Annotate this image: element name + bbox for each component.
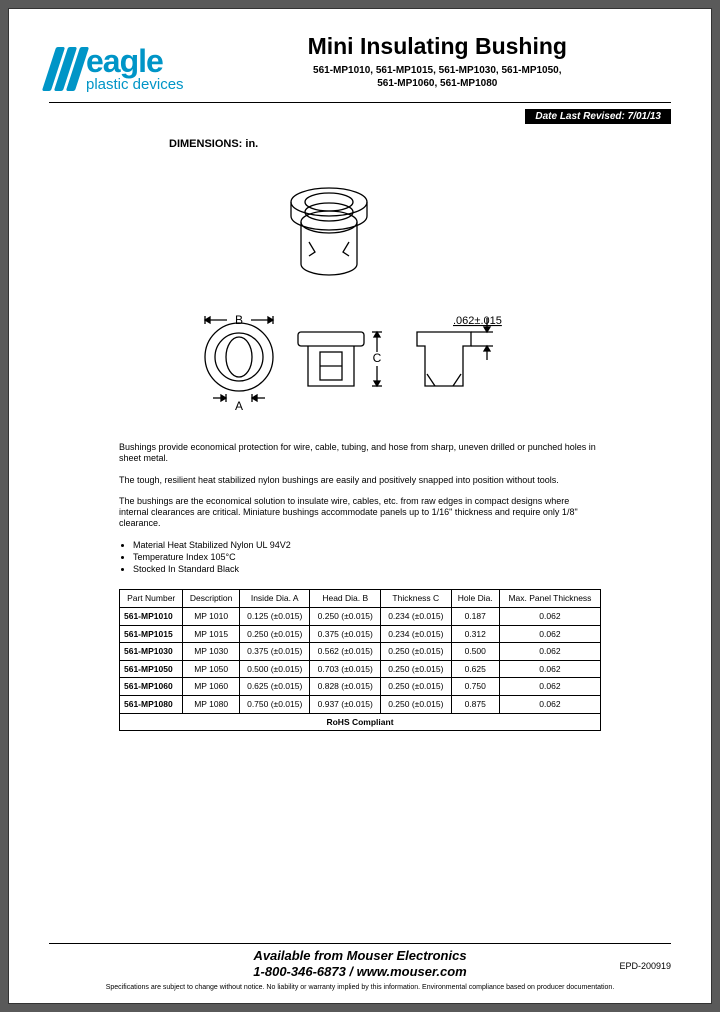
table-row: 561-MP1060MP 10600.625 (±0.015)0.828 (±0…	[120, 678, 601, 696]
table-cell: 0.375 (±0.015)	[239, 643, 310, 661]
source-line1: Available from Mouser Electronics	[49, 948, 671, 964]
table-cell: MP 1015	[183, 625, 240, 643]
table-cell: 0.250 (±0.015)	[381, 643, 452, 661]
dim-tolerance-label: .062±.015	[453, 315, 502, 327]
table-cell: 0.250 (±0.015)	[381, 660, 452, 678]
paragraph-1: Bushings provide economical protection f…	[119, 442, 601, 465]
table-cell: MP 1010	[183, 607, 240, 625]
table-cell: 0.500 (±0.015)	[239, 660, 310, 678]
table-cell: 561-MP1060	[120, 678, 183, 696]
table-cell: 561-MP1030	[120, 643, 183, 661]
table-body: 561-MP1010MP 10100.125 (±0.015)0.250 (±0…	[120, 607, 601, 713]
col-part-number: Part Number	[120, 590, 183, 608]
table-cell: MP 1050	[183, 660, 240, 678]
spec-table: Part Number Description Inside Dia. A He…	[119, 589, 601, 731]
table-cell: 0.062	[499, 696, 600, 714]
bushing-diagram-icon: B A C	[179, 172, 519, 422]
table-cell: 0.062	[499, 643, 600, 661]
table-cell: 0.187	[451, 607, 499, 625]
diagram-area: B A C	[179, 172, 671, 422]
dimensions-label: DIMENSIONS: in.	[169, 138, 671, 150]
date-bar: Date Last Revised: 7/01/13	[49, 109, 671, 124]
disclaimer: Specifications are subject to change wit…	[49, 984, 671, 991]
table-cell: 0.562 (±0.015)	[310, 643, 381, 661]
col-head-dia: Head Dia. B	[310, 590, 381, 608]
table-cell: 561-MP1050	[120, 660, 183, 678]
table-cell: 561-MP1010	[120, 607, 183, 625]
table-row: 561-MP1050MP 10500.500 (±0.015)0.703 (±0…	[120, 660, 601, 678]
table-cell: 0.703 (±0.015)	[310, 660, 381, 678]
col-thickness: Thickness C	[381, 590, 452, 608]
table-cell: 0.312	[451, 625, 499, 643]
bullet-material: Material Heat Stabilized Nylon UL 94V2	[133, 540, 601, 551]
bullet-stock: Stocked In Standard Black	[133, 564, 601, 575]
table-cell: 561-MP1015	[120, 625, 183, 643]
part-numbers-line1: 561-MP1010, 561-MP1015, 561-MP1030, 561-…	[204, 64, 671, 77]
table-cell: 561-MP1080	[120, 696, 183, 714]
dim-c-label: C	[373, 351, 382, 365]
table-row: 561-MP1030MP 10300.375 (±0.015)0.562 (±0…	[120, 643, 601, 661]
table-cell: 0.625	[451, 660, 499, 678]
table-cell: 0.250 (±0.015)	[310, 607, 381, 625]
table-row: 561-MP1015MP 10150.250 (±0.015)0.375 (±0…	[120, 625, 601, 643]
table-row: 561-MP1080MP 10800.750 (±0.015)0.937 (±0…	[120, 696, 601, 714]
table-row: 561-MP1010MP 10100.125 (±0.015)0.250 (±0…	[120, 607, 601, 625]
logo-text: eagle plastic devices	[86, 45, 184, 92]
dim-a-label: A	[235, 399, 243, 413]
page-title: Mini Insulating Bushing	[204, 33, 671, 60]
table-cell: MP 1080	[183, 696, 240, 714]
table-cell: 0.875	[451, 696, 499, 714]
part-numbers-line2: 561-MP1060, 561-MP1080	[204, 77, 671, 90]
bullet-temperature: Temperature Index 105°C	[133, 552, 601, 563]
date-revised: Date Last Revised: 7/01/13	[525, 109, 671, 124]
body-text: Bushings provide economical protection f…	[119, 442, 601, 731]
col-inside-dia: Inside Dia. A	[239, 590, 310, 608]
table-cell: 0.250 (±0.015)	[381, 696, 452, 714]
table-cell: 0.234 (±0.015)	[381, 625, 452, 643]
table-cell: 0.062	[499, 625, 600, 643]
epd-code: EPD-200919	[619, 961, 671, 971]
header-rule	[49, 102, 671, 103]
source-line2: 1-800-346-6873 / www.mouser.com	[49, 964, 671, 980]
table-cell: 0.750	[451, 678, 499, 696]
footer: EPD-200919 Available from Mouser Electro…	[49, 943, 671, 992]
eagle-logo: eagle plastic devices	[49, 45, 184, 92]
table-cell: 0.750 (±0.015)	[239, 696, 310, 714]
table-header-row: Part Number Description Inside Dia. A He…	[120, 590, 601, 608]
header: eagle plastic devices Mini Insulating Bu…	[49, 33, 671, 92]
table-cell: 0.500	[451, 643, 499, 661]
table-cell: 0.062	[499, 678, 600, 696]
footer-rule	[49, 943, 671, 944]
table-cell: MP 1060	[183, 678, 240, 696]
dim-b-label: B	[235, 313, 243, 327]
table-cell: 0.625 (±0.015)	[239, 678, 310, 696]
title-block: Mini Insulating Bushing 561-MP1010, 561-…	[204, 33, 671, 90]
logo-sub: plastic devices	[86, 77, 184, 92]
paragraph-3: The bushings are the economical solution…	[119, 496, 601, 530]
table-cell: 0.062	[499, 607, 600, 625]
table-cell: 0.062	[499, 660, 600, 678]
table-cell: 0.234 (±0.015)	[381, 607, 452, 625]
col-description: Description	[183, 590, 240, 608]
logo-name: eagle	[86, 45, 184, 77]
rohs-row: RoHS Compliant	[120, 713, 601, 731]
spec-bullets: Material Heat Stabilized Nylon UL 94V2 T…	[133, 540, 601, 576]
table-cell: 0.250 (±0.015)	[381, 678, 452, 696]
table-cell: 0.125 (±0.015)	[239, 607, 310, 625]
table-cell: 0.937 (±0.015)	[310, 696, 381, 714]
datasheet-page: eagle plastic devices Mini Insulating Bu…	[8, 8, 712, 1004]
table-cell: 0.375 (±0.015)	[310, 625, 381, 643]
rohs-label: RoHS Compliant	[120, 713, 601, 731]
table-cell: MP 1030	[183, 643, 240, 661]
table-cell: 0.828 (±0.015)	[310, 678, 381, 696]
logo-bars-icon	[42, 47, 89, 91]
paragraph-2: The tough, resilient heat stabilized nyl…	[119, 475, 601, 486]
table-cell: 0.250 (±0.015)	[239, 625, 310, 643]
col-max-panel: Max. Panel Thickness	[499, 590, 600, 608]
col-hole-dia: Hole Dia.	[451, 590, 499, 608]
